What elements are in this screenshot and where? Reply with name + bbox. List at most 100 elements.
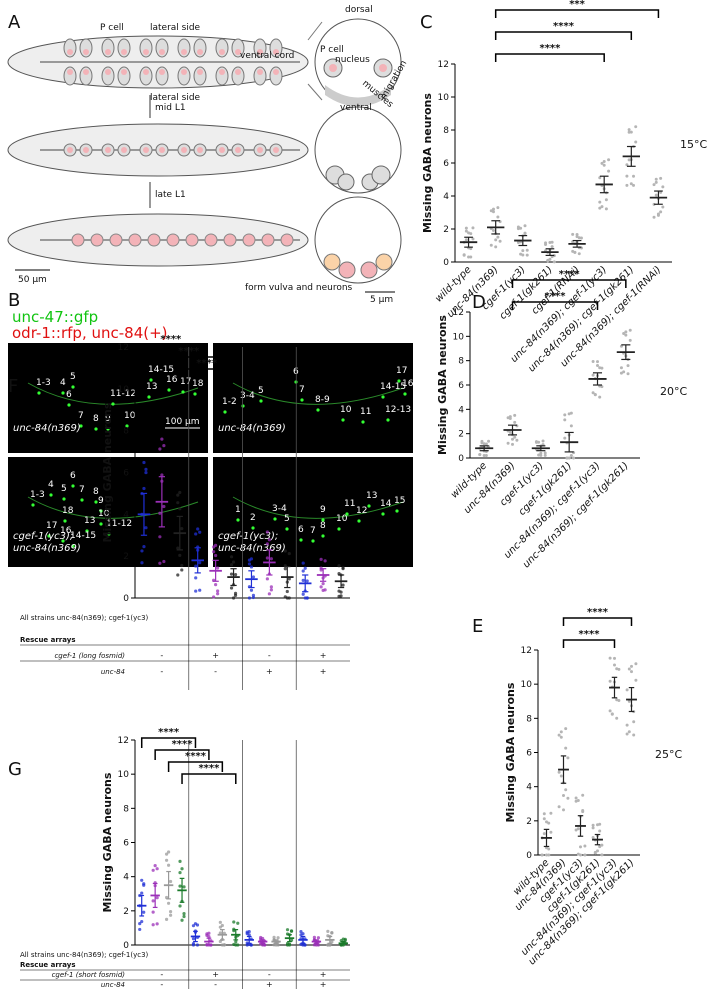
dot bbox=[542, 817, 546, 821]
dot bbox=[608, 679, 612, 683]
dot bbox=[467, 255, 471, 259]
dot bbox=[661, 185, 665, 189]
dot bbox=[626, 372, 630, 376]
label: P cell bbox=[320, 45, 344, 55]
neuron bbox=[381, 395, 385, 399]
dot bbox=[498, 239, 502, 243]
dot bbox=[598, 206, 602, 210]
dot bbox=[464, 229, 468, 233]
y-tick-label: 4 bbox=[526, 783, 532, 793]
p-cell bbox=[231, 66, 245, 86]
cell bbox=[128, 233, 142, 247]
neuron bbox=[367, 504, 371, 508]
dot bbox=[216, 589, 220, 593]
neuron-label: 5 bbox=[70, 372, 76, 382]
dot bbox=[581, 810, 585, 814]
label: form vulva and neurons bbox=[245, 283, 353, 293]
significance-label: **** bbox=[196, 358, 218, 369]
table-cell: - bbox=[268, 970, 271, 979]
dot bbox=[628, 328, 632, 332]
dot bbox=[222, 943, 226, 947]
neuron-trace bbox=[232, 382, 404, 405]
dot bbox=[220, 923, 224, 928]
dot bbox=[160, 473, 164, 477]
nucleus bbox=[143, 49, 149, 55]
annotation: 15°C bbox=[680, 138, 707, 151]
neuron-label: 12 bbox=[356, 506, 367, 516]
dot bbox=[299, 929, 303, 934]
neuron bbox=[80, 498, 84, 502]
dot bbox=[566, 796, 570, 800]
dot bbox=[534, 440, 538, 444]
y-axis-label: Missing GABA neurons bbox=[504, 682, 517, 822]
neuron bbox=[341, 418, 345, 422]
significance-bracket bbox=[140, 737, 197, 748]
nucleus bbox=[143, 147, 149, 153]
dot bbox=[330, 931, 334, 935]
dot bbox=[550, 240, 554, 244]
label: P cell bbox=[100, 23, 124, 33]
table-cell: + bbox=[320, 970, 327, 979]
neuron bbox=[337, 527, 341, 531]
dot bbox=[151, 923, 155, 927]
nucleus bbox=[67, 49, 73, 55]
neuron bbox=[47, 534, 51, 538]
dot bbox=[166, 850, 171, 854]
dot bbox=[625, 732, 629, 736]
p-cells bbox=[63, 38, 294, 247]
p-cell bbox=[79, 38, 93, 58]
panel-label: G bbox=[8, 759, 22, 780]
dot bbox=[198, 530, 202, 534]
caption: cgef-1(yc3); bbox=[218, 531, 278, 542]
significance-label: **** bbox=[185, 751, 207, 762]
dot bbox=[565, 456, 569, 460]
y-tick-label: 10 bbox=[118, 385, 130, 395]
neuron-label: 14-15 bbox=[148, 365, 174, 375]
dot bbox=[652, 183, 656, 187]
cell bbox=[338, 261, 356, 279]
dot bbox=[316, 936, 321, 940]
dot bbox=[548, 257, 552, 261]
dot bbox=[305, 579, 309, 583]
dot bbox=[564, 788, 568, 792]
y-tick-label: 6 bbox=[458, 381, 464, 391]
dot bbox=[545, 853, 548, 857]
dot bbox=[162, 559, 166, 564]
dot bbox=[276, 943, 280, 947]
label: lateral side bbox=[150, 93, 201, 103]
neuron bbox=[31, 503, 35, 507]
dot bbox=[464, 226, 468, 230]
y-tick-label: 6 bbox=[123, 839, 129, 849]
section bbox=[314, 196, 402, 284]
nucleus bbox=[105, 147, 111, 153]
y-tick-label: 2 bbox=[458, 430, 464, 440]
y-tick-label: 0 bbox=[458, 454, 464, 464]
dot bbox=[598, 176, 602, 180]
neuron bbox=[193, 392, 197, 396]
dot bbox=[194, 532, 198, 536]
p-cell bbox=[139, 38, 153, 58]
dot bbox=[301, 578, 305, 583]
dot bbox=[301, 561, 305, 565]
significance-label: **** bbox=[178, 346, 200, 357]
y-tick-label: 0 bbox=[123, 594, 129, 604]
dot bbox=[661, 205, 665, 209]
dot bbox=[622, 332, 626, 336]
nucleus bbox=[235, 69, 241, 75]
neuron-label: 6 bbox=[298, 525, 304, 535]
dot bbox=[656, 213, 660, 217]
nucleus bbox=[67, 147, 73, 153]
y-tick-label: 2 bbox=[123, 907, 129, 917]
dot bbox=[191, 937, 196, 941]
dot bbox=[321, 582, 325, 586]
label: late L1 bbox=[155, 190, 186, 200]
table-cell: + bbox=[212, 651, 219, 660]
dot bbox=[249, 565, 254, 569]
neuron bbox=[125, 424, 129, 428]
nucleus bbox=[83, 147, 89, 153]
dot bbox=[600, 843, 604, 847]
dot bbox=[600, 853, 604, 857]
nucleus bbox=[159, 69, 165, 75]
dot bbox=[142, 545, 146, 549]
y-tick-label: 8 bbox=[526, 714, 532, 724]
